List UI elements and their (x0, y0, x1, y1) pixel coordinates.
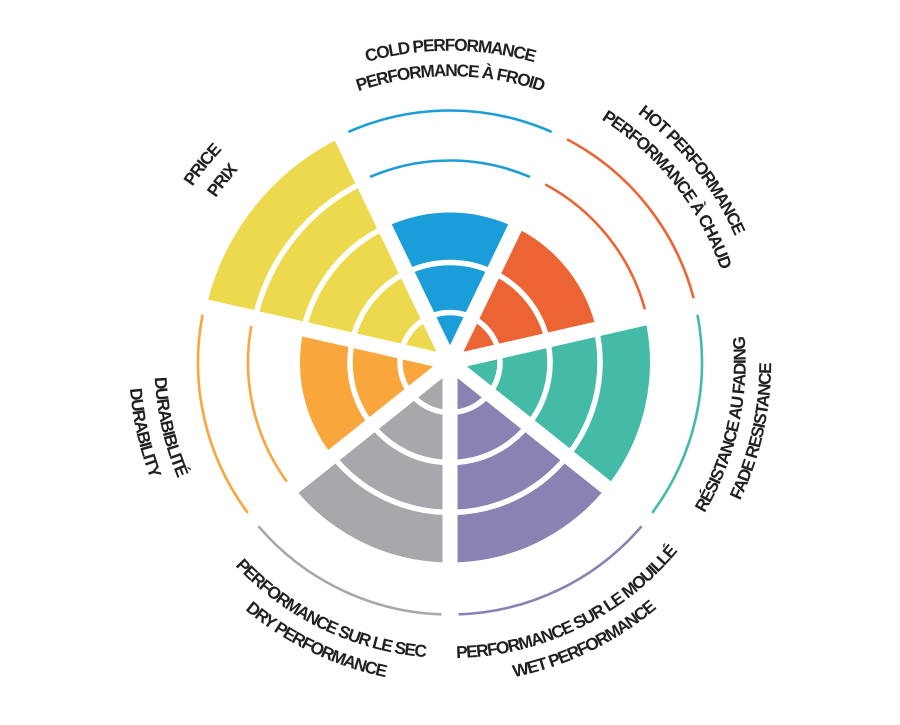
svg-text:PERFORMANCE À FROID: PERFORMANCE À FROID (353, 60, 547, 95)
